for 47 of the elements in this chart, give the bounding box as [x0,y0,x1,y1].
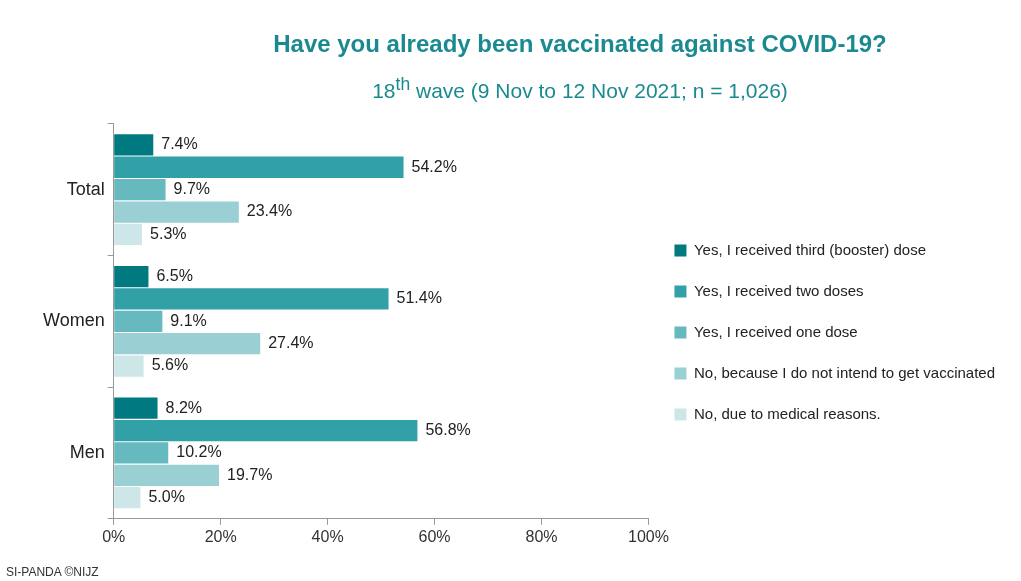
bar [114,310,163,332]
bar [114,355,144,377]
x-tick-label: 80% [525,527,558,545]
x-tick-label: 60% [418,527,451,545]
chart-subtitle: 18$^{th}$ wave (9 Nov to 12 Nov 2021; n = 1,026) [371,74,789,103]
x-tick-label: 0% [102,527,126,545]
data-label: 10.2% [176,443,222,461]
bar [114,333,261,355]
data-label: 27.4% [268,334,314,352]
data-label: 19.7% [227,465,273,483]
y-tick-label: Men [69,441,105,462]
bar [114,397,158,419]
chart-title: Have you already been vaccinated against COVID-19? [272,30,888,58]
data-label: 9.7% [173,180,211,198]
data-label: 6.5% [156,266,193,284]
bar [114,134,154,156]
y-tick-label: Women [42,310,105,331]
data-label: 7.4% [161,135,198,153]
bar [114,156,404,178]
x-tick-label: 20% [204,527,237,545]
legend-label: No, because I do not intend to get vaccinated [693,363,996,381]
x-tick-label: 40% [311,527,344,545]
data-label: 51.4% [396,289,442,307]
bar [114,464,220,486]
legend-label: No, due to medical reasons. [693,404,881,422]
bar [114,201,239,223]
x-tick-label: 100% [628,527,669,545]
data-label: 9.1% [170,311,207,329]
data-label: 54.2% [411,157,457,175]
bar [114,487,141,509]
bar [114,288,389,310]
text: SI-PANDA ©NIJZ [6,565,99,579]
legend-label: Yes, I received two doses [693,281,864,299]
data-label: 8.2% [165,398,203,416]
bar [114,179,166,201]
y-tick-label: Total [66,178,105,199]
data-label: 23.4% [246,202,293,220]
bar [114,223,143,246]
bar [114,265,149,288]
bar [114,419,418,442]
data-label: 5.3% [150,224,187,242]
data-label: 5.6% [151,356,189,374]
bar [114,442,169,464]
data-label: 5.0% [148,488,185,506]
legend-label: Yes, I received third (booster) dose [693,240,927,258]
data-label: 56.8% [425,420,471,438]
legend-label: Yes, I received one dose [693,322,858,340]
